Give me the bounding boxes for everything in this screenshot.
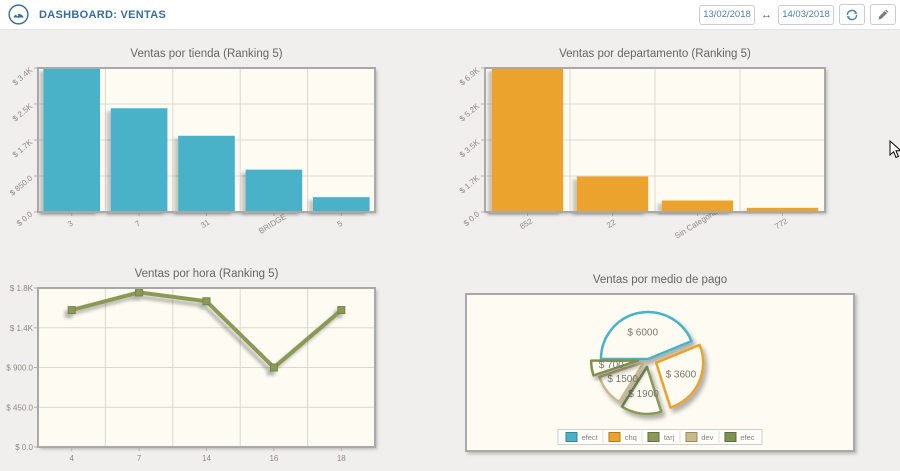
y-tick-label: $ 2.5K (11, 101, 35, 123)
page-title: DASHBOARD: VENTAS (39, 8, 167, 21)
y-tick-label: $ 1.8K (10, 284, 34, 293)
mouse-cursor (889, 140, 900, 159)
y-tick-label: $ 900.0 (6, 364, 33, 373)
legend-item: chq (604, 431, 643, 443)
date-from-input[interactable] (699, 4, 755, 25)
date-to-input[interactable] (778, 4, 834, 25)
range-arrow-icon: ↔ (761, 8, 772, 21)
y-tick-label: $ 3.5K (458, 137, 482, 159)
bar (245, 169, 303, 212)
legend-item: efect (560, 431, 604, 443)
legend-swatch (685, 432, 698, 442)
pie-chart-ventas-por-medio-de-pago: $ 6000 $ 3600 $ 1900 $ 1500 $ 700 (589, 310, 705, 416)
y-tick-label: $ 850.0 (8, 173, 35, 197)
legend-label: dev (701, 432, 714, 442)
pie-slice-label: $ 1500 (607, 374, 638, 385)
x-tick-label: 22 (605, 217, 618, 230)
date-range-controls: ↔ (699, 4, 896, 25)
x-tick-label: 3 (66, 219, 75, 229)
legend-item: efec (719, 431, 759, 443)
point-marker (67, 306, 76, 315)
bar (178, 135, 235, 212)
legend-label: chq (624, 432, 637, 442)
x-tick-label: 16 (269, 454, 278, 463)
chart-title-tienda: Ventas por tienda (Ranking 5) (130, 48, 283, 60)
pie-chart-panel: $ 6000 $ 3600 $ 1900 $ 1500 $ 700 efect chq ta… (465, 293, 855, 452)
legend-label: tarj (663, 432, 675, 442)
pencil-icon (878, 9, 888, 20)
pie-slice (620, 365, 663, 416)
y-tick-label: $ 5.2K (458, 101, 482, 123)
x-tick-label: 852 (518, 216, 535, 231)
x-tick-label: 772 (773, 216, 790, 231)
bar (661, 200, 734, 212)
point-marker (135, 288, 144, 297)
x-tick-label: 7 (134, 219, 143, 229)
chart-title-departamento: Ventas por departamento (Ranking 5) (559, 48, 751, 60)
y-tick-label: $ 0.0 (15, 209, 35, 228)
pie-slice-label: $ 1900 (628, 389, 659, 400)
pie-slice-label: $ 6000 (627, 327, 658, 338)
y-tick-label: $ 3.4K (11, 65, 35, 87)
y-tick-label: $ 0.0 (15, 443, 33, 452)
pie-slice-label: $ 700 (599, 360, 624, 371)
edit-button[interactable] (870, 4, 896, 25)
x-tick-label: 4 (69, 454, 74, 463)
bar (576, 176, 649, 212)
plot-border (37, 67, 376, 213)
y-tick-label: $ 450.0 (6, 403, 33, 412)
bar (110, 108, 168, 212)
legend-item: tarj (643, 431, 681, 443)
bar-chart-ventas-por-tienda: $ 0.0 $ 850.0 $ 1.7K $ 2.5K $ 3.4K 3 7 31 BRIDGE… (8, 65, 376, 236)
refresh-icon (846, 9, 858, 20)
y-tick-label: $ 1.7K (458, 173, 482, 195)
x-tick-label: BRIDGE (257, 212, 288, 236)
legend-item: dev (680, 431, 720, 443)
bar (746, 207, 819, 212)
bar (491, 68, 564, 212)
refresh-button[interactable] (839, 4, 865, 25)
bar (43, 68, 101, 212)
legend-swatch (565, 432, 578, 442)
pie-legend: efect chq tarj dev efec (557, 429, 763, 445)
x-tick-label: 31 (199, 217, 212, 230)
pie-slice (589, 359, 640, 377)
line-series (67, 288, 346, 372)
app-header: DASHBOARD: VENTAS ↔ (0, 0, 900, 30)
y-tick-label: $ 0.0 (462, 209, 482, 228)
chart-title-medio-pago: Ventas por medio de pago (592, 274, 728, 286)
bar (312, 197, 370, 212)
pie-slice (654, 343, 705, 409)
dashboard-gauge-icon[interactable] (8, 4, 29, 25)
legend-swatch (608, 432, 621, 442)
plot-border (484, 67, 826, 213)
line-chart-ventas-por-hora: $ 0.0 $ 450.0 $ 900.0 $ 1.4K $ 1.8K 4 7 14 16 18 (6, 284, 376, 463)
point-marker (269, 363, 278, 372)
x-tick-label: 7 (137, 454, 142, 463)
pie-slice (598, 360, 646, 404)
x-tick-label: 18 (337, 454, 346, 463)
y-tick-label: $ 1.4K (10, 324, 34, 333)
legend-label: efec (740, 432, 755, 442)
pie-slice (599, 310, 693, 361)
legend-label: efect (581, 432, 598, 442)
chart-title-hora: Ventas por hora (Ranking 5) (134, 268, 279, 280)
y-tick-label: $ 1.7K (11, 137, 35, 159)
point-marker (337, 306, 346, 315)
pie-slice-label: $ 3600 (666, 369, 697, 380)
point-marker (202, 297, 211, 306)
legend-swatch (647, 432, 660, 442)
plot-border (37, 287, 376, 448)
x-tick-label: 14 (202, 454, 211, 463)
legend-swatch (724, 432, 737, 442)
y-tick-label: $ 6.9K (458, 65, 482, 87)
x-tick-label: 5 (336, 219, 345, 229)
